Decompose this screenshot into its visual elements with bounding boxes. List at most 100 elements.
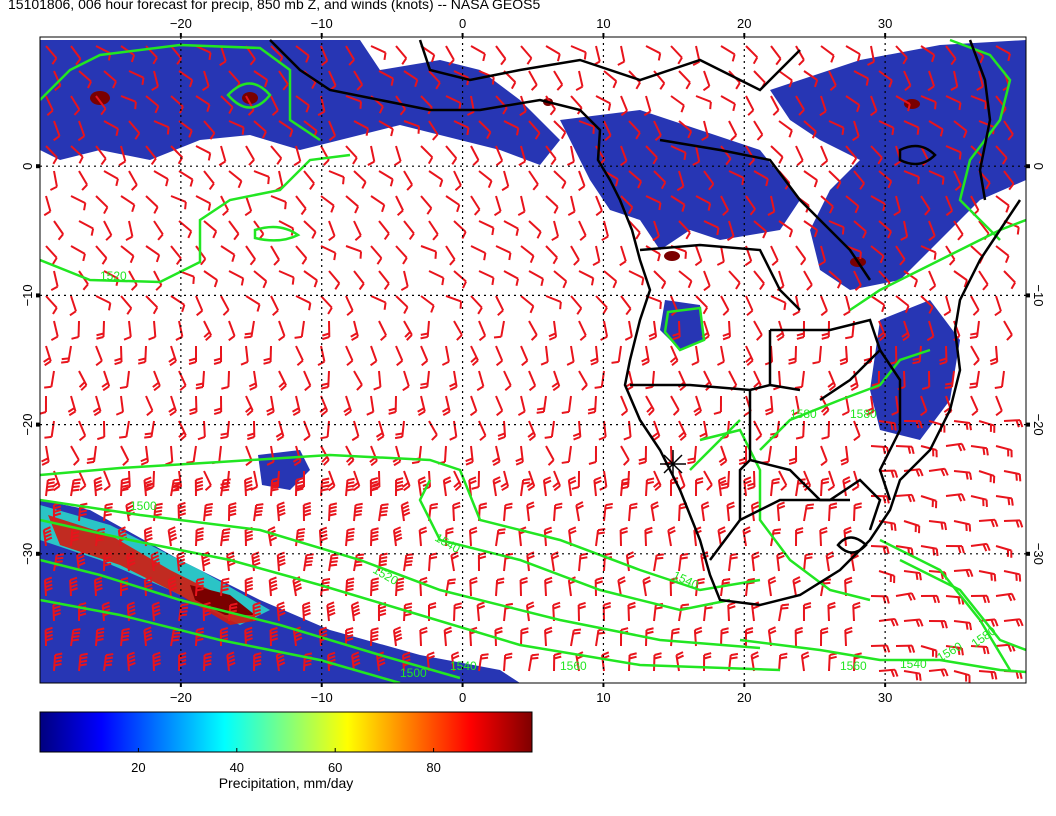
wind-barb (675, 651, 684, 672)
colorbar-tick-label: 20 (131, 760, 145, 775)
wind-barb (764, 395, 774, 416)
wind-barb (295, 477, 304, 497)
wind-barb (495, 145, 504, 167)
wind-barb (449, 420, 458, 441)
wind-barb (145, 245, 161, 263)
wind-barb (150, 551, 161, 572)
wind-barb (788, 345, 797, 365)
wind-barb (70, 445, 80, 466)
wind-barb (478, 220, 495, 236)
lon-tick-label-bottom: −20 (170, 690, 192, 705)
wind-barb (378, 220, 390, 241)
wind-barb (820, 45, 835, 63)
wind-barb (570, 295, 583, 315)
wind-barb (903, 618, 924, 627)
wind-barb (953, 568, 974, 578)
wind-barb (550, 551, 560, 572)
wind-barb (953, 270, 968, 288)
wind-barb (653, 553, 664, 572)
wind-barb (878, 70, 893, 88)
wind-barb (378, 270, 390, 291)
wind-barb (220, 478, 231, 497)
wind-barb (465, 445, 474, 466)
wind-barb (119, 420, 130, 439)
lat-tick-mark (1026, 551, 1030, 556)
wind-barb (476, 601, 486, 622)
wind-barb (392, 526, 403, 547)
wind-barb (53, 220, 64, 241)
wind-barb (228, 270, 245, 286)
wind-barb (950, 70, 959, 91)
wind-barb (528, 70, 538, 91)
wind-barb (453, 170, 462, 192)
wind-barb (245, 395, 254, 417)
wind-barb (598, 420, 607, 441)
wind-barb (67, 395, 77, 417)
wind-barb (492, 476, 502, 497)
wind-barb (778, 603, 790, 622)
wind-barb (395, 345, 404, 367)
wind-barb (453, 320, 463, 341)
wind-barb (720, 470, 730, 490)
contour-1520-north (40, 153, 351, 284)
wind-barb (920, 594, 941, 604)
lat-tick-label-left: 0 (20, 163, 35, 170)
wind-barb (168, 395, 177, 417)
wind-barb (995, 495, 1014, 506)
station-marker (660, 450, 686, 478)
wind-barb (794, 626, 803, 647)
wind-barb (727, 601, 736, 622)
wind-barb (994, 295, 1002, 317)
wind-barb (795, 420, 805, 440)
wind-barb (753, 320, 763, 341)
wind-barb (989, 345, 999, 366)
colorbar-gradient (39, 711, 533, 753)
lat-tick-mark (36, 164, 40, 169)
wind-barb (78, 420, 87, 442)
wind-barb (189, 395, 198, 416)
lon-tick-mark (743, 683, 746, 687)
wind-barb (203, 270, 219, 288)
wind-barb (895, 95, 911, 112)
wind-barb (318, 526, 328, 547)
wind-barb (292, 626, 303, 647)
wind-barb (126, 651, 136, 672)
wind-barb (125, 220, 134, 241)
wind-barb (495, 245, 512, 261)
wind-barb (471, 470, 480, 490)
wind-barb (44, 626, 54, 647)
wind-barb (570, 45, 587, 60)
wind-barb (93, 576, 103, 597)
wind-barb (978, 470, 996, 484)
wind-barb (542, 476, 552, 497)
wind-barb (373, 370, 382, 391)
wind-barb (86, 445, 97, 464)
wind-barb (578, 170, 586, 192)
wind-barb (878, 120, 895, 136)
wind-barb (350, 320, 359, 342)
wind-barb (45, 477, 56, 497)
wind-barb (393, 145, 402, 167)
wind-barb (250, 470, 259, 491)
lon-tick-label-top: −10 (311, 16, 333, 31)
wind-barb (670, 627, 680, 647)
wind-barb (497, 420, 507, 441)
wind-barb (213, 395, 223, 416)
wind-barb (42, 526, 53, 547)
wind-barb (244, 626, 253, 647)
wind-barb (595, 295, 608, 315)
wind-barb (578, 220, 587, 242)
wind-barb (220, 245, 236, 262)
wind-barb (792, 576, 801, 597)
wind-barb (945, 442, 966, 452)
contour-1460 (40, 598, 401, 683)
wind-barb (648, 320, 658, 341)
lon-tick-label-top: 20 (737, 16, 751, 31)
wind-barb (370, 577, 380, 597)
wind-barb (552, 470, 561, 492)
precip-central-africa (770, 40, 1026, 290)
wind-barb (470, 195, 481, 216)
wind-barb (795, 145, 804, 167)
wind-barb (320, 245, 337, 261)
wind-barb (928, 170, 945, 185)
